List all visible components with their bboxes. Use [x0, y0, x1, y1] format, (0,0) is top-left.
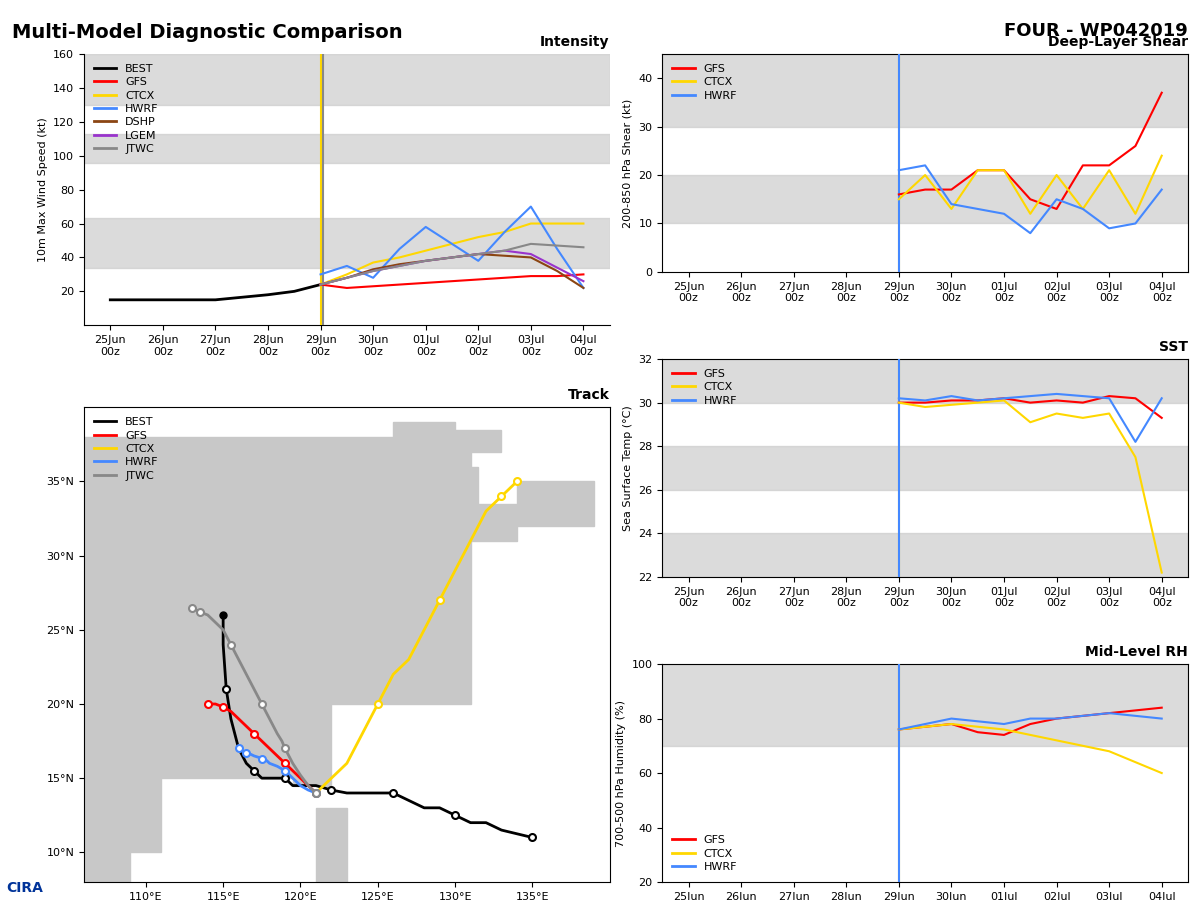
Bar: [662, 446, 1188, 490]
Bar: [84, 734, 161, 852]
Bar: [84, 219, 610, 267]
Bar: [84, 134, 610, 163]
Text: FOUR - WP042019: FOUR - WP042019: [1004, 22, 1188, 40]
Bar: [439, 466, 479, 511]
Bar: [455, 429, 502, 452]
Legend: GFS, CTCX, HWRF: GFS, CTCX, HWRF: [668, 831, 742, 877]
Legend: GFS, CTCX, HWRF: GFS, CTCX, HWRF: [668, 59, 742, 105]
Bar: [517, 482, 594, 526]
Bar: [84, 54, 610, 105]
Bar: [662, 176, 1188, 223]
Text: Deep-Layer Shear: Deep-Layer Shear: [1048, 35, 1188, 49]
Bar: [270, 734, 316, 778]
Bar: [662, 534, 1188, 577]
Bar: [662, 359, 1188, 402]
Text: Multi-Model Diagnostic Comparison: Multi-Model Diagnostic Comparison: [12, 22, 403, 41]
Text: Mid-Level RH: Mid-Level RH: [1085, 644, 1188, 659]
Bar: [316, 808, 347, 882]
Bar: [394, 422, 455, 466]
Y-axis label: 10m Max Wind Speed (kt): 10m Max Wind Speed (kt): [37, 117, 48, 262]
Y-axis label: Sea Surface Temp (°C): Sea Surface Temp (°C): [623, 405, 632, 531]
Y-axis label: 200-850 hPa Shear (kt): 200-850 hPa Shear (kt): [623, 98, 632, 228]
Y-axis label: 700-500 hPa Humidity (%): 700-500 hPa Humidity (%): [616, 699, 626, 847]
Legend: BEST, GFS, CTCX, HWRF, DSHP, LGEM, JTWC: BEST, GFS, CTCX, HWRF, DSHP, LGEM, JTWC: [90, 59, 163, 158]
Bar: [84, 704, 270, 778]
Bar: [300, 637, 319, 674]
Text: SST: SST: [1159, 339, 1188, 354]
Legend: BEST, GFS, CTCX, HWRF, JTWC: BEST, GFS, CTCX, HWRF, JTWC: [90, 413, 163, 485]
Legend: GFS, CTCX, HWRF: GFS, CTCX, HWRF: [668, 364, 742, 410]
Bar: [254, 704, 316, 734]
Bar: [394, 437, 439, 496]
Bar: [84, 437, 470, 704]
Text: Intensity: Intensity: [540, 35, 610, 49]
Bar: [293, 697, 331, 786]
Bar: [662, 664, 1188, 746]
Bar: [662, 54, 1188, 127]
Bar: [455, 504, 517, 541]
Text: CIRA: CIRA: [6, 881, 43, 896]
Bar: [84, 852, 131, 882]
Bar: [131, 697, 169, 726]
Text: Track: Track: [568, 388, 610, 402]
